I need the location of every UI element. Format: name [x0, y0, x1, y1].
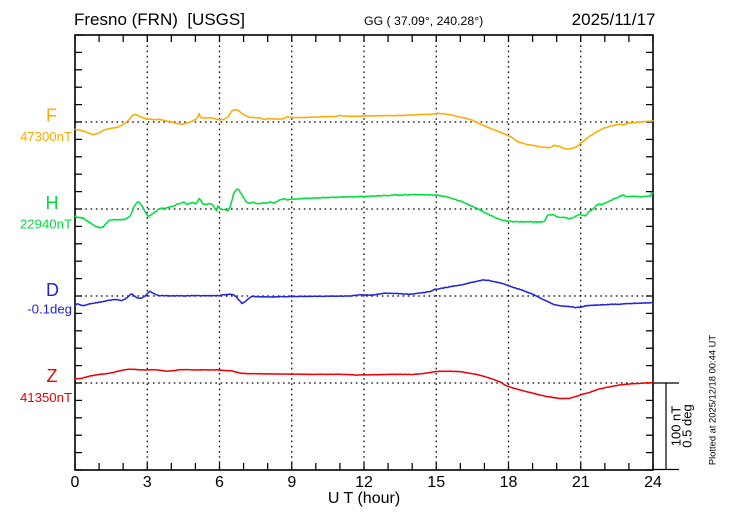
- svg-text:2025/11/17: 2025/11/17: [572, 10, 656, 29]
- svg-text:D: D: [46, 280, 59, 300]
- svg-text:12: 12: [355, 474, 373, 491]
- svg-text:Fresno (FRN) [USGS]: Fresno (FRN) [USGS]: [74, 10, 245, 29]
- svg-text:3: 3: [143, 474, 152, 491]
- svg-text:0.5 deg: 0.5 deg: [680, 404, 695, 447]
- svg-text:Z: Z: [47, 366, 58, 386]
- svg-text:0: 0: [71, 474, 80, 491]
- svg-text:U T (hour): U T (hour): [328, 490, 400, 507]
- svg-text:9: 9: [287, 474, 296, 491]
- svg-text:18: 18: [500, 474, 518, 491]
- svg-text:100 nT: 100 nT: [669, 406, 684, 447]
- svg-text:24: 24: [644, 474, 662, 491]
- svg-text:F: F: [46, 106, 57, 126]
- svg-text:H: H: [46, 193, 59, 213]
- svg-text:-0.1deg: -0.1deg: [27, 302, 72, 317]
- svg-text:Plotted at 2025/12/18 00:44 UT: Plotted at 2025/12/18 00:44 UT: [707, 335, 718, 466]
- svg-text:GG ( 37.09°, 240.28°): GG ( 37.09°, 240.28°): [364, 14, 483, 28]
- svg-text:6: 6: [215, 474, 224, 491]
- svg-text:21: 21: [572, 474, 590, 491]
- svg-text:15: 15: [427, 474, 445, 491]
- svg-text:47300nT: 47300nT: [20, 129, 72, 144]
- svg-text:22940nT: 22940nT: [20, 217, 72, 232]
- svg-text:41350nT: 41350nT: [20, 390, 72, 405]
